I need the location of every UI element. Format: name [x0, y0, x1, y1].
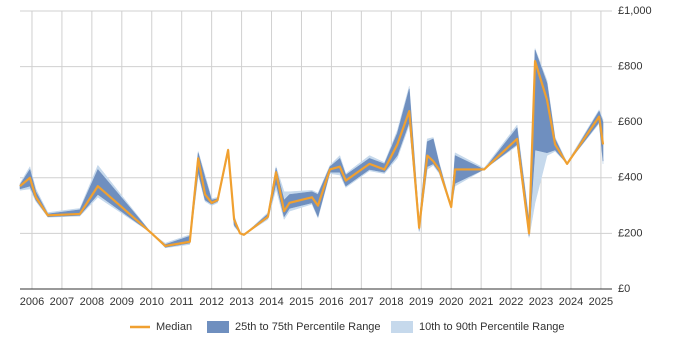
- x-tick-label: 2008: [80, 296, 104, 308]
- x-tick-label: 2012: [199, 296, 223, 308]
- y-tick-label: £600: [618, 116, 642, 128]
- percentile-band: [19, 49, 604, 248]
- x-tick-label: 2020: [439, 296, 463, 308]
- x-tick-label: 2010: [140, 296, 164, 308]
- x-tick-label: 2021: [469, 296, 493, 308]
- x-tick-label: 2009: [110, 296, 134, 308]
- x-tick-label: 2025: [589, 296, 613, 308]
- legend-swatch: [391, 321, 413, 333]
- x-tick-label: 2017: [349, 296, 373, 308]
- y-tick-label: £200: [618, 227, 642, 239]
- x-tick-label: 2024: [559, 296, 583, 308]
- percentile-band: [19, 48, 604, 249]
- x-tick-label: 2007: [50, 296, 74, 308]
- x-tick-label: 2014: [259, 296, 283, 308]
- y-tick-label: £1,000: [618, 5, 652, 17]
- legend-label: 10th to 90th Percentile Range: [419, 321, 565, 333]
- x-tick-label: 2018: [379, 296, 403, 308]
- x-tick-label: 2006: [20, 296, 44, 308]
- legend-swatch: [207, 321, 229, 333]
- x-tick-label: 2022: [499, 296, 523, 308]
- legend-label: 25th to 75th Percentile Range: [235, 321, 381, 333]
- x-tick-label: 2023: [529, 296, 553, 308]
- median-line: [19, 59, 605, 248]
- x-tick-label: 2013: [229, 296, 253, 308]
- y-tick-label: £800: [618, 61, 642, 73]
- y-tick-label: £400: [618, 172, 642, 184]
- x-tick-label: 2011: [170, 296, 194, 308]
- x-tick-label: 2019: [409, 296, 433, 308]
- y-tick-label: £0: [618, 283, 630, 295]
- legend-label: Median: [156, 321, 192, 333]
- x-tick-label: 2015: [289, 296, 313, 308]
- x-tick-label: 2016: [319, 296, 343, 308]
